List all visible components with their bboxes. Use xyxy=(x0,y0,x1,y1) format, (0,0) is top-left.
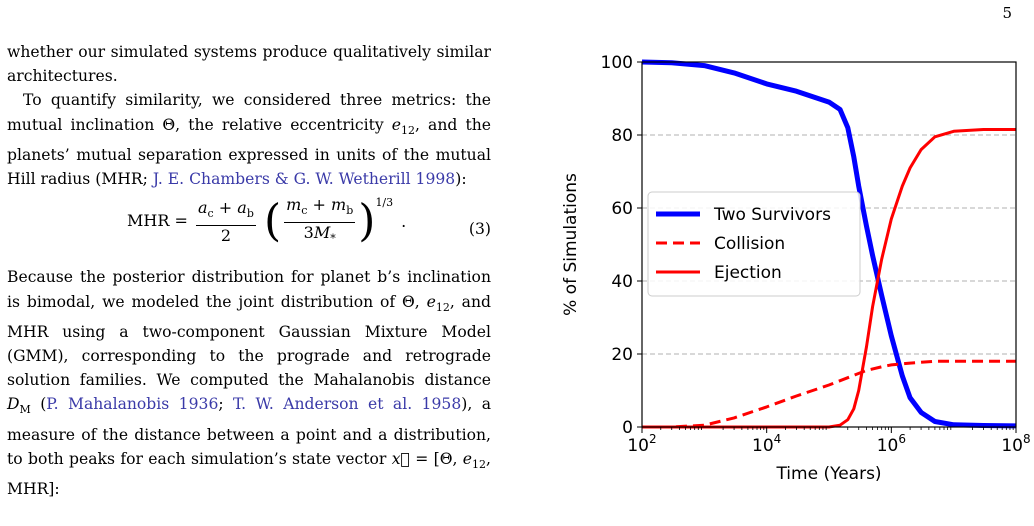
x-axis-label: Time (Years) xyxy=(775,464,881,484)
legend-box xyxy=(647,191,861,297)
x-tick-label: 104 xyxy=(752,432,781,456)
y-tick-label: 0 xyxy=(622,418,633,438)
y-tick-label: 60 xyxy=(611,199,633,219)
x-tick-label: 106 xyxy=(877,432,906,456)
page-number: 5 xyxy=(1002,4,1012,22)
citation-link[interactable]: T. W. Anderson et al. 1958 xyxy=(233,395,462,414)
paragraph-3: Because the posterior distribution for p… xyxy=(7,268,491,499)
citation-link[interactable]: P. Mahalanobis 1936 xyxy=(46,395,219,414)
citation-link[interactable]: J. E. Chambers & G. W. Wetherill 1998 xyxy=(152,170,456,189)
chart-svg: 0 20 40 60 80 100 102 104 106 108 Time (Years) % of… xyxy=(561,53,1031,484)
y-tick-label: 80 xyxy=(611,126,633,146)
y-tick-label: 20 xyxy=(611,345,633,365)
x-tick-label: 102 xyxy=(627,432,656,456)
equation-number: (3) xyxy=(468,220,491,239)
y-tick-label: 40 xyxy=(611,272,633,292)
y-tick-label: 100 xyxy=(601,53,633,73)
legend-label: Collision xyxy=(714,234,785,254)
body-text-column: whether our simulated systems produce qu… xyxy=(7,40,491,501)
series-line xyxy=(641,59,1017,429)
legend-label: Ejection xyxy=(714,263,782,283)
y-axis-label: % of Simulations xyxy=(561,173,581,316)
plot-frame xyxy=(641,61,1017,428)
paragraph-2: To quantify similarity, we considered th… xyxy=(7,91,492,189)
paragraph-1: whether our simulated systems produce qu… xyxy=(7,43,491,86)
equation-3: MHR = ac + ab 2 (mc + mb 3M*)1/3. (3) xyxy=(127,195,491,248)
survival-chart: 0 20 40 60 80 100 102 104 106 108 Time (Years) % of… xyxy=(546,44,1034,500)
x-tick-label: 108 xyxy=(1001,432,1030,456)
series-line xyxy=(642,359,1016,429)
legend-label: Two Survivors xyxy=(713,205,831,225)
